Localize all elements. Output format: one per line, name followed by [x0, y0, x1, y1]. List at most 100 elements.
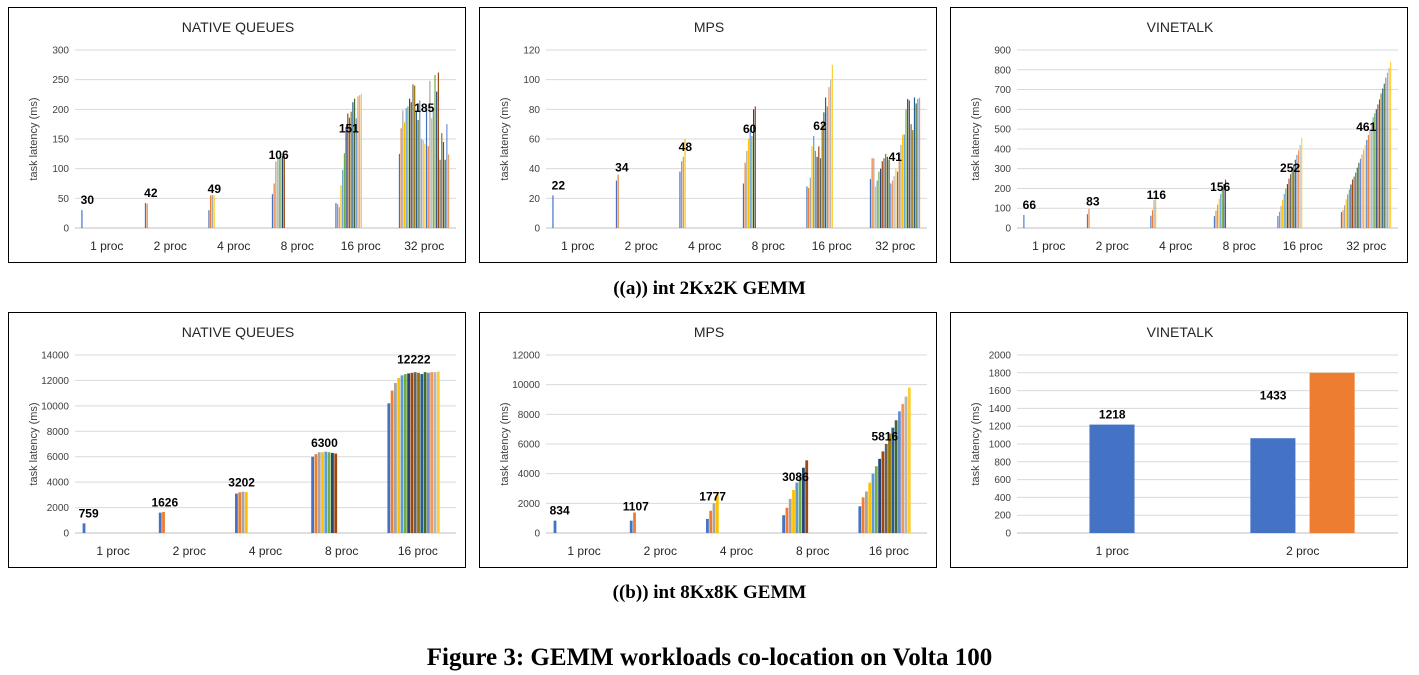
- bar: [617, 174, 619, 228]
- y-tick-label: 4000: [518, 469, 541, 480]
- bar: [81, 210, 83, 228]
- y-tick-label: 400: [994, 493, 1011, 504]
- bar: [417, 372, 420, 533]
- y-tick-label: 1200: [989, 422, 1012, 433]
- data-label: 1777: [699, 490, 726, 504]
- bar: [420, 374, 424, 533]
- bar: [615, 180, 618, 228]
- bar: [1353, 176, 1355, 228]
- bar: [912, 130, 914, 228]
- data-label: 83: [1086, 195, 1100, 209]
- chart-title: VINETALK: [1147, 19, 1214, 35]
- bar: [747, 139, 750, 228]
- y-tick-label: 2000: [518, 499, 541, 510]
- figure-caption: Figure 3: GEMM workloads co-location on …: [426, 644, 993, 671]
- bar: [1355, 172, 1357, 228]
- chart-title: MPS: [694, 19, 724, 35]
- y-tick-label: 300: [52, 46, 69, 57]
- bar: [819, 158, 822, 228]
- bar: [1291, 168, 1293, 228]
- bar: [1089, 424, 1135, 533]
- bar: [915, 103, 917, 228]
- bar: [402, 110, 404, 228]
- data-label: 834: [550, 504, 570, 518]
- bar: [1342, 210, 1344, 228]
- bar: [874, 466, 878, 533]
- y-tick-label: 0: [534, 224, 540, 235]
- bar: [415, 110, 417, 228]
- y-tick-label: 200: [52, 105, 69, 116]
- bar: [357, 96, 359, 228]
- y-axis-label: task latency (ms): [28, 402, 40, 485]
- bar: [1366, 139, 1368, 228]
- bar: [883, 158, 885, 228]
- chart-panel-a-vinetalk: VINETALK task latency (ms) 0 100 200 300 400 50…: [950, 7, 1408, 263]
- y-tick-label: 8000: [47, 427, 70, 438]
- data-label: 252: [1280, 161, 1300, 175]
- bar: [158, 512, 162, 533]
- bar: [350, 111, 352, 228]
- bar: [436, 91, 438, 229]
- y-axis-label: task latency (ms): [499, 402, 511, 485]
- bar: [1290, 174, 1292, 228]
- bar: [808, 187, 810, 228]
- bar: [861, 497, 865, 533]
- bar: [1288, 178, 1290, 228]
- x-tick-label: 8 proc: [796, 544, 829, 558]
- bar: [394, 382, 397, 533]
- data-label: 156: [1210, 180, 1230, 194]
- bar: [1294, 159, 1296, 228]
- bar: [681, 161, 683, 228]
- bar: [340, 185, 342, 228]
- bar: [831, 64, 833, 228]
- bar: [424, 143, 426, 228]
- bar: [82, 523, 86, 533]
- bar: [1388, 67, 1390, 228]
- y-tick-label: 14000: [41, 351, 69, 362]
- bar: [913, 97, 916, 228]
- bar: [1286, 184, 1288, 228]
- bar: [1380, 93, 1382, 228]
- bar: [886, 156, 888, 228]
- subcaption-a: ((a)) int 2Kx2K GEMM: [613, 278, 806, 299]
- bar: [317, 452, 321, 533]
- bar: [410, 102, 412, 228]
- y-tick-label: 60: [529, 135, 541, 146]
- y-tick-label: 0: [63, 224, 69, 235]
- bar: [1361, 154, 1363, 228]
- bar: [348, 117, 351, 228]
- y-tick-label: 700: [994, 85, 1011, 96]
- bar: [908, 100, 910, 228]
- y-tick-label: 600: [994, 105, 1011, 116]
- bar: [144, 203, 147, 228]
- bar: [446, 124, 448, 228]
- data-label: 3086: [782, 470, 809, 484]
- bar: [1350, 184, 1352, 228]
- bar: [893, 176, 895, 228]
- bar: [1283, 193, 1285, 228]
- chart-panel-a-mps: MPS task latency (ms) 0 20 40 60 80 100 120 22 1 p…: [479, 7, 937, 263]
- y-tick-label: 10000: [41, 401, 69, 412]
- bar: [1344, 205, 1346, 228]
- bar: [824, 97, 827, 228]
- bar: [1282, 199, 1284, 228]
- bar: [400, 375, 404, 533]
- x-tick-label: 1 proc: [90, 239, 123, 253]
- bar: [432, 108, 434, 228]
- bar: [1213, 216, 1215, 228]
- bar: [400, 128, 402, 228]
- y-tick-label: 0: [1005, 224, 1011, 235]
- bar: [345, 127, 347, 228]
- y-tick-label: 1800: [989, 368, 1012, 379]
- bar: [813, 136, 815, 228]
- bar: [858, 506, 862, 533]
- chart-svg-b-native-queues: NATIVE QUEUES task latency (ms) 0 2000 4000 6…: [28, 324, 456, 558]
- bar: [282, 156, 284, 228]
- bar: [903, 134, 905, 228]
- bar: [283, 155, 285, 228]
- bar: [1383, 83, 1385, 228]
- y-tick-label: 2000: [47, 503, 70, 514]
- y-tick-label: 8000: [518, 410, 541, 421]
- bar: [436, 371, 440, 533]
- y-tick-label: 10000: [512, 380, 540, 391]
